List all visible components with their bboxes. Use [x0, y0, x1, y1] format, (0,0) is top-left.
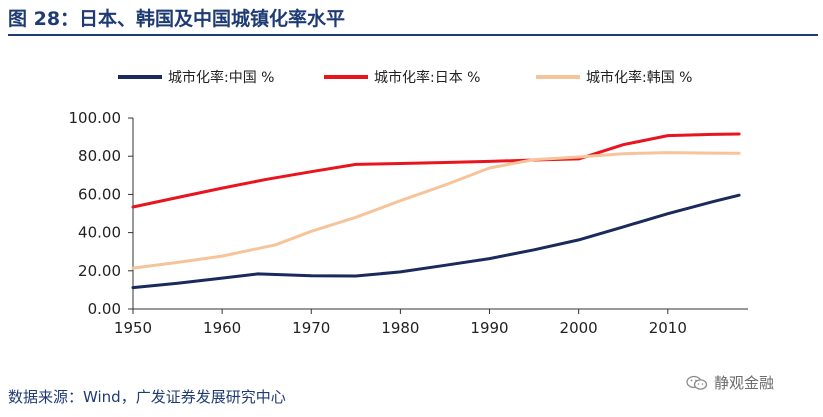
series-line-2 [131, 151, 741, 270]
x-tick-label: 1980 [381, 319, 419, 337]
source-note: 数据来源：Wind，广发证券发展研究中心 [8, 388, 286, 406]
y-tick-label: 40.00 [78, 224, 121, 242]
chart-axes: 0.00 20.00 40.00 60.00 80.00 100.00 1950 1960 19… [69, 109, 748, 337]
legend-label-2: 城市化率:韩国 % [586, 69, 692, 86]
wechat-icon [686, 375, 708, 390]
x-tick-label: 1950 [114, 319, 152, 337]
y-tick-label: 0.00 [88, 300, 121, 318]
chart-legend: 城市化率:中国 % 城市化率:日本 % 城市化率:韩国 % [118, 69, 692, 86]
x-tick-label: 1970 [292, 319, 330, 337]
y-tick-label: 80.00 [78, 147, 121, 165]
x-tick-label: 1990 [470, 319, 508, 337]
y-tick-label: 20.00 [78, 262, 121, 280]
line-chart: 城市化率:中国 % 城市化率:日本 % 城市化率:韩国 % 0.00 20.00 40.… [69, 69, 748, 337]
x-tick-label: 2000 [560, 319, 598, 337]
y-tick-label: 60.00 [78, 185, 121, 203]
chart-lines [131, 132, 741, 290]
figure-title: 图 28：日本、韩国及中国城镇化率水平 [8, 8, 346, 30]
series-line-1 [131, 132, 741, 209]
watermark-text: 静观金融 [714, 374, 775, 392]
y-tick-label: 100.00 [69, 109, 122, 127]
legend-label-0: 城市化率:中国 % [168, 69, 274, 86]
title-divider [8, 34, 818, 36]
watermark: 静观金融 [686, 372, 774, 393]
x-tick-label: 2010 [649, 319, 687, 337]
legend-label-1: 城市化率:日本 % [374, 69, 480, 86]
x-tick-label: 1960 [203, 319, 241, 337]
series-line-0 [131, 193, 741, 290]
